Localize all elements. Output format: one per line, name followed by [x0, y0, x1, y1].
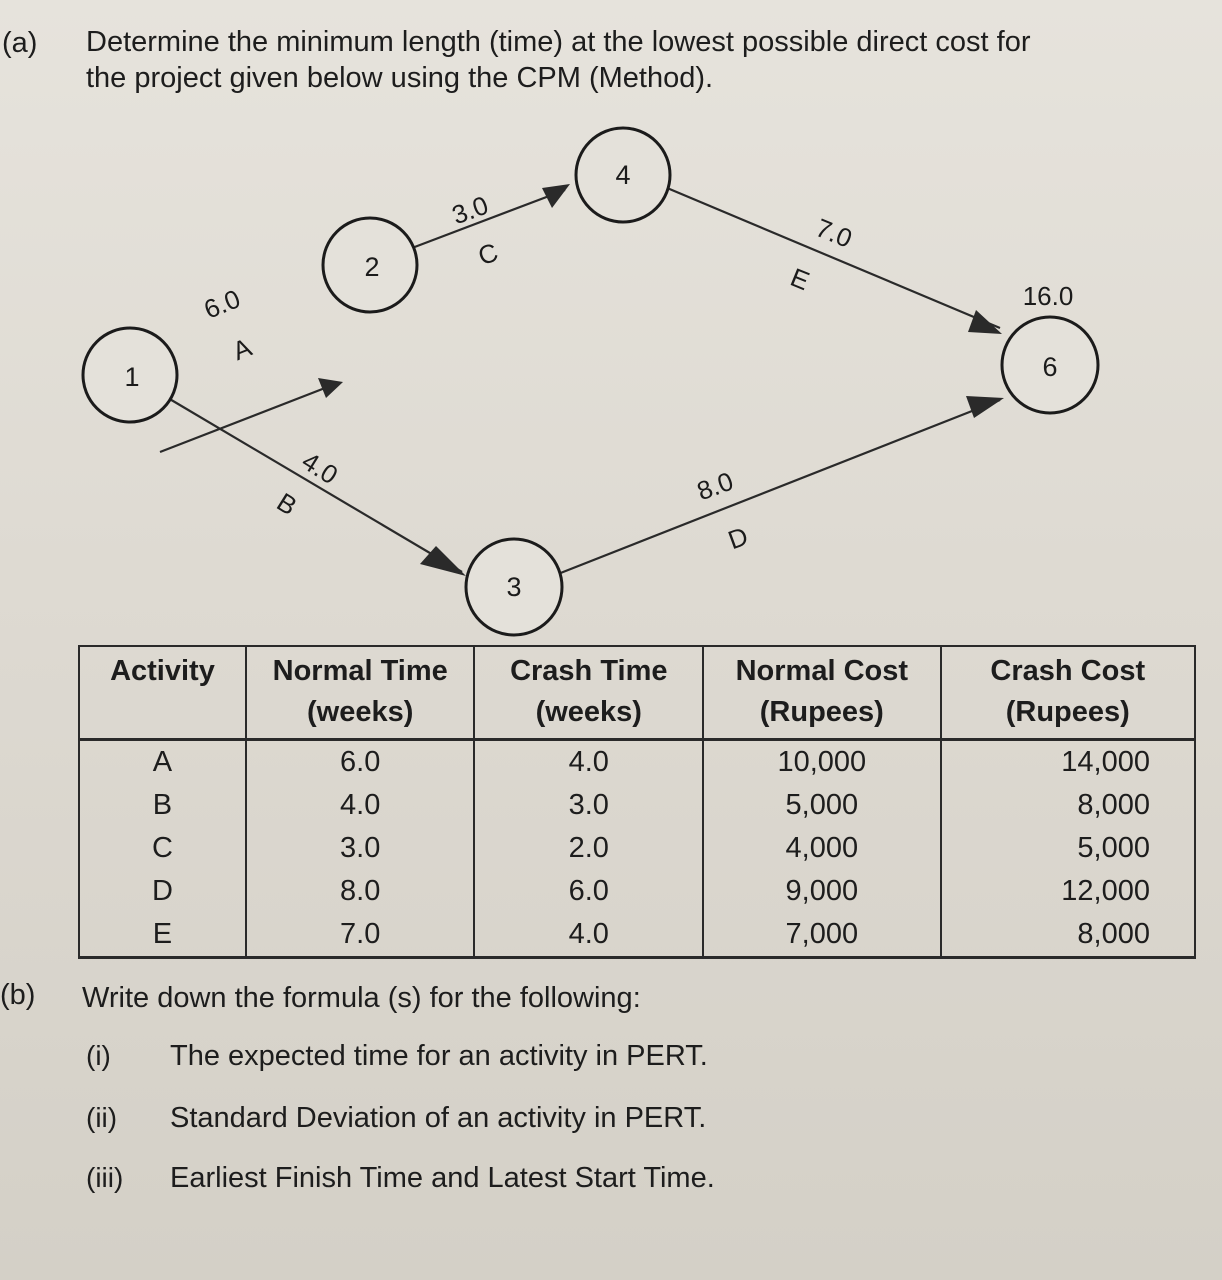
header-normal-time-line-2: (weeks)	[307, 695, 414, 728]
edge-b-duration: 4.0	[297, 446, 344, 491]
edge-d-activity: D	[724, 521, 752, 556]
cell-crash-time: 6.0	[473, 870, 705, 914]
edge-b-line	[167, 397, 463, 573]
node-4-label: 4	[615, 160, 630, 190]
part-a-question: Determine the minimum length (time) at t…	[86, 24, 1216, 97]
header-crash-time: Crash Time (weeks)	[473, 645, 705, 742]
node-4-circle	[574, 126, 672, 224]
header-crash-cost-line-1: Crash Cost	[990, 655, 1146, 687]
edge-c-line	[411, 188, 566, 250]
part-b-label: (b)	[0, 979, 36, 1011]
header-crash-time-line-1: Crash Time	[510, 655, 668, 687]
part-b-item-3-text: Earliest Finish Time and Latest Start Ti…	[170, 1162, 715, 1194]
part-b-question: Write down the formula (s) for the follo…	[82, 982, 641, 1014]
cell-normal-time: 7.0	[244, 913, 476, 960]
part-b-item-3-label: (iii)	[86, 1162, 124, 1193]
total-duration-label: 16.0	[1023, 281, 1074, 311]
cell-crash-cost: 14,000	[939, 739, 1197, 785]
edge-c-arrow	[542, 184, 570, 208]
part-a-label: (a)	[2, 27, 38, 59]
cell-crash-cost: 12,000	[939, 870, 1197, 914]
cell-normal-time: 3.0	[244, 827, 476, 871]
edge-a-line	[159, 386, 326, 454]
header-crash-cost-line-2: (Rupees)	[1005, 695, 1130, 728]
cell-normal-cost: 4,000	[702, 827, 942, 871]
part-a-line-2: the project given below using the CPM (M…	[86, 62, 714, 95]
part-b-item-1-text: The expected time for an activity in PER…	[170, 1040, 708, 1072]
cell-activity: E	[78, 913, 247, 960]
cell-crash-time: 2.0	[473, 827, 705, 871]
edge-c-activity: C	[474, 237, 502, 272]
edge-e-duration: 7.0	[812, 212, 857, 253]
table-row: A 6.0 4.0 10,000 14,000	[78, 739, 1197, 785]
node-3-label: 3	[506, 572, 521, 602]
header-normal-cost: Normal Cost (Rupees)	[702, 645, 942, 742]
header-normal-cost-line-1: Normal Cost	[735, 655, 909, 687]
cell-crash-cost: 5,000	[939, 827, 1197, 871]
cell-normal-cost: 9,000	[702, 870, 942, 914]
cell-normal-time: 4.0	[244, 784, 476, 828]
cell-activity: B	[78, 784, 247, 828]
node-2-circle	[321, 216, 419, 314]
header-crash-cost: Crash Cost (Rupees)	[939, 645, 1197, 742]
cell-crash-time: 4.0	[473, 739, 705, 785]
node-1-circle	[81, 326, 179, 424]
cell-crash-cost: 8,000	[939, 913, 1197, 960]
cell-normal-time: 8.0	[244, 870, 476, 914]
part-b-item-1-label: (i)	[86, 1040, 111, 1071]
header-normal-cost-line-2: (Rupees)	[759, 695, 884, 728]
cell-activity: D	[78, 870, 247, 914]
cell-crash-time: 3.0	[473, 784, 705, 828]
node-6-circle	[1000, 315, 1100, 415]
header-normal-time-line-1: Normal Time	[272, 655, 448, 687]
cell-normal-time: 6.0	[244, 739, 476, 785]
node-2-label: 2	[364, 252, 379, 282]
part-a-line-1: Determine the minimum length (time) at t…	[86, 26, 1031, 58]
table-header-row: Activity Normal Time (weeks) Crash Time …	[78, 645, 1197, 742]
edge-e-activity: E	[786, 262, 813, 296]
cell-normal-cost: 5,000	[702, 784, 942, 828]
edge-d-duration: 8.0	[693, 466, 737, 507]
table-row: C 3.0 2.0 4,000 5,000	[78, 827, 1197, 871]
table-row: B 4.0 3.0 5,000 8,000	[78, 784, 1197, 828]
edge-a-duration: 6.0	[200, 283, 245, 324]
edge-d-arrow	[966, 396, 1004, 418]
part-b-item-2-label: (ii)	[86, 1102, 118, 1133]
edge-a-activity: A	[228, 332, 256, 367]
edge-a-arrow	[318, 378, 343, 398]
activity-cost-table: Activity Normal Time (weeks) Crash Time …	[78, 645, 1197, 960]
edge-e-line	[659, 183, 1001, 330]
edge-c-duration: 3.0	[448, 190, 492, 231]
node-3-circle	[464, 537, 564, 637]
part-b-item-2-text: Standard Deviation of an activity in PER…	[170, 1102, 707, 1134]
cell-normal-cost: 10,000	[702, 739, 942, 785]
cpm-network-diagram: 1 2 3 4 6 6.0 A 4.0 B 3.0 C 8.0 D 7.0 E …	[81, 126, 1100, 637]
cell-normal-cost: 7,000	[702, 913, 942, 960]
node-6-label: 6	[1042, 352, 1057, 382]
header-activity: Activity	[78, 645, 247, 742]
edge-d-line	[557, 398, 1001, 576]
cell-crash-cost: 8,000	[939, 784, 1197, 828]
cell-activity: A	[78, 739, 247, 785]
header-normal-time: Normal Time (weeks)	[244, 645, 476, 742]
edge-b-activity: B	[272, 487, 303, 522]
header-activity-line-1: Activity	[110, 655, 215, 687]
header-crash-time-line-2: (weeks)	[535, 695, 642, 728]
cell-crash-time: 4.0	[473, 913, 705, 960]
table-row: D 8.0 6.0 9,000 12,000	[78, 870, 1197, 914]
cell-activity: C	[78, 827, 247, 871]
edge-e-arrow	[968, 310, 1002, 334]
table-row: E 7.0 4.0 7,000 8,000	[78, 913, 1197, 960]
node-1-label: 1	[124, 362, 139, 392]
edge-b-arrow	[420, 546, 466, 576]
